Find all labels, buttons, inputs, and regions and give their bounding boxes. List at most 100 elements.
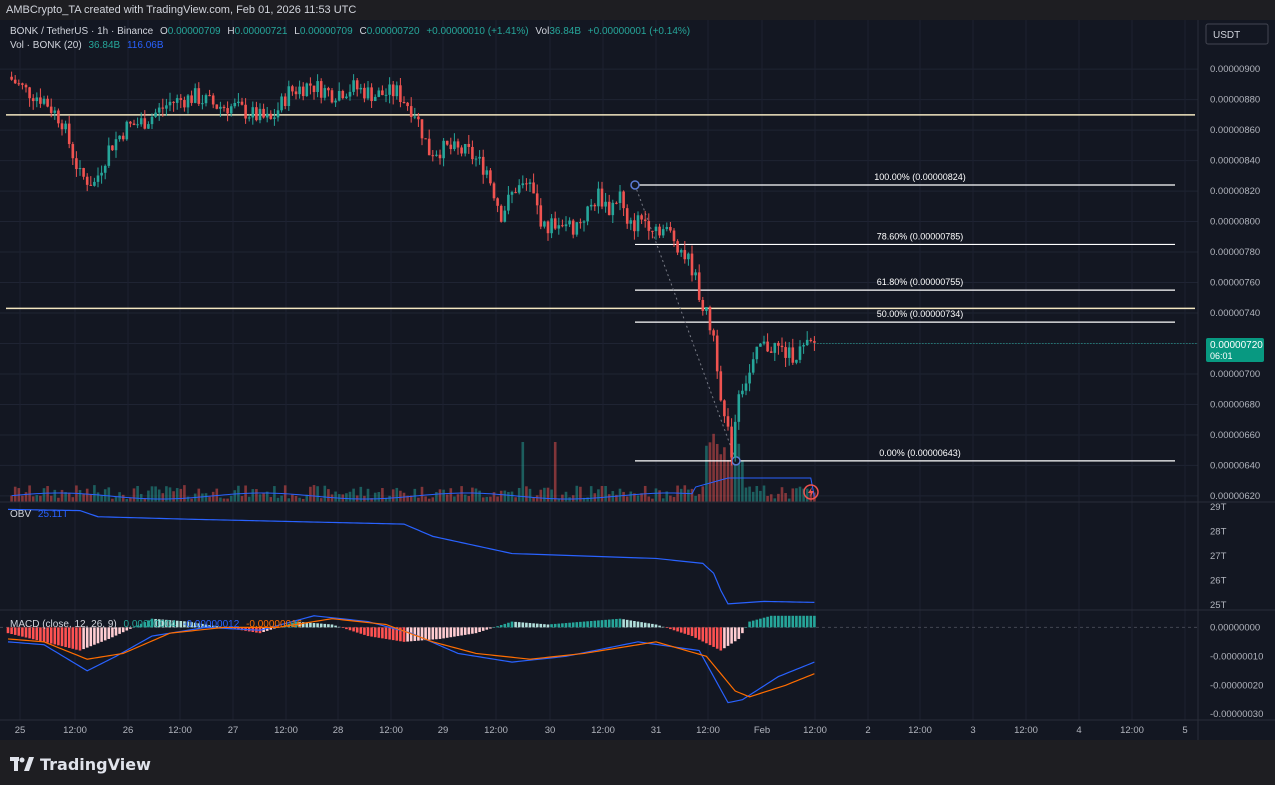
chart-area[interactable]: 100.00% (0.00000824) 78.60% (0.00000785) 6… [0, 20, 1275, 740]
candle-body [309, 83, 312, 86]
candle-body [78, 168, 82, 170]
candle-body [417, 116, 420, 120]
macd-hist-bar [755, 619, 759, 628]
volume-bar [762, 485, 766, 502]
macd-hist-bar [161, 619, 165, 628]
currency-button-label[interactable]: USDT [1213, 30, 1240, 41]
volume-bar [665, 491, 669, 502]
obv-tick-label: 29T [1210, 502, 1227, 513]
volume-bar [726, 459, 730, 502]
candle-body [64, 123, 67, 130]
volume-bar [57, 497, 60, 502]
price-tick-label: 0.00000700 [1210, 369, 1260, 380]
volume-title: Vol · BONK (20) [10, 40, 82, 51]
macd-hist-bar [129, 627, 132, 629]
candle-body [489, 170, 492, 184]
ohlc-values: O0.00000709 H0.00000721 L0.00000709 C0.0… [160, 26, 690, 37]
bottom-bar: TradingView [0, 740, 1275, 785]
price-tick-label: 0.00000780 [1210, 247, 1260, 258]
volume-bar [582, 497, 586, 502]
candles [10, 71, 1198, 466]
candle-body [391, 84, 395, 97]
candle-body [111, 145, 114, 151]
volume-bar [273, 486, 276, 502]
macd-hist-bar [13, 627, 17, 635]
volume-bar [651, 498, 654, 502]
price-tick-label: 0.00000740 [1210, 308, 1260, 319]
macd-hist-bar [211, 625, 215, 628]
volume-bar [647, 496, 651, 502]
chart-svg[interactable]: 100.00% (0.00000824) 78.60% (0.00000785) 6… [0, 20, 1275, 740]
grid [0, 20, 1198, 720]
volume-bar [795, 488, 798, 502]
time-tick-label: 25 [15, 725, 26, 736]
candle-body [593, 204, 597, 207]
volume-bar [424, 496, 427, 502]
candle-body [575, 222, 579, 235]
candle-body [539, 205, 543, 227]
macd-hist-bar [424, 627, 427, 641]
fib-level-label: 61.80% (0.00000755) [877, 277, 964, 287]
candle-body [751, 359, 755, 373]
symbol-legend: BONK / TetherUS · 1h · Binance O0.000007… [10, 26, 690, 630]
candle-body [424, 138, 427, 140]
volume-bar [82, 493, 85, 502]
fib-level-label: 100.00% (0.00000824) [874, 172, 966, 182]
macd-hist-bar [744, 627, 748, 628]
macd-hist-bar [665, 627, 669, 628]
volume-bar [478, 490, 481, 502]
volume-bar [496, 496, 499, 502]
candle-body [409, 106, 413, 117]
macd-hist-bar [150, 618, 154, 628]
time-tick-label: 26 [123, 725, 134, 736]
volume-bar [528, 488, 532, 502]
candle-body [147, 124, 150, 129]
candle-body [179, 98, 183, 101]
candle-body [139, 118, 143, 125]
macd-hist-bar [539, 623, 543, 628]
macd-hist-bar [139, 623, 143, 628]
candle-body [226, 108, 229, 114]
volume-bar [319, 498, 323, 502]
candle-body [773, 342, 777, 353]
volume-bar [143, 498, 147, 502]
candle-body [10, 76, 13, 80]
volume-bar [399, 490, 402, 502]
macd-hist-bar [114, 627, 118, 636]
price-tick-label: 0.00000620 [1210, 491, 1260, 502]
candle-body [499, 205, 503, 222]
macd-hist-bar [568, 622, 571, 628]
volume-bar [525, 486, 528, 502]
obv-tick-label: 28T [1210, 526, 1227, 537]
macd-hist-bar [85, 627, 89, 648]
candle-body [809, 339, 813, 342]
fib-trend-line [634, 184, 737, 462]
macd-hist-bar [28, 627, 31, 639]
macd-hist-bar [600, 620, 604, 628]
volume-bar [564, 491, 568, 502]
candle-body [805, 339, 809, 346]
volume-bar [233, 490, 237, 502]
macd-hist-bar [208, 625, 211, 628]
candle-body [780, 345, 784, 348]
candle-body [183, 100, 186, 108]
volume-bar [694, 495, 697, 502]
volume-bar [42, 488, 46, 502]
macd-hist-bar [647, 623, 651, 628]
macd-hist-bar [467, 627, 471, 635]
volume-bar [708, 442, 712, 502]
time-tick-label: 12:00 [484, 725, 508, 736]
volume-bar [633, 493, 636, 502]
candle-body [589, 204, 593, 207]
lightning-icon[interactable] [803, 484, 819, 500]
volume-bar [744, 487, 748, 502]
time-tick-label: 28 [333, 725, 344, 736]
candle-body [467, 143, 471, 147]
macd-signal-value: -0.00000016 [246, 619, 303, 630]
candle-body [337, 90, 341, 101]
currency-button[interactable]: USDT [1205, 23, 1269, 45]
tradingview-logo[interactable]: TradingView [10, 754, 151, 774]
macd-hist-bar [661, 626, 665, 628]
macd-hist-bar [323, 623, 327, 628]
time-tick-label: 12:00 [591, 725, 615, 736]
